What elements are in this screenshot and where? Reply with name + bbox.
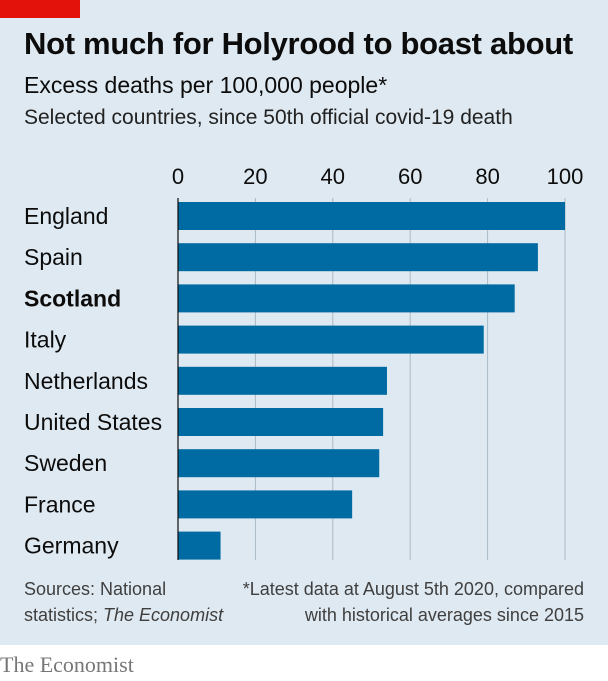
chart-title: Not much for Holyrood to boast about (24, 26, 573, 61)
bar-england (178, 202, 565, 230)
bar-italy (178, 325, 484, 354)
bar-chart: 0 20 40 60 80 100 England Spain Scotland Italy Net… (24, 164, 584, 560)
category-label-italy: Italy (24, 327, 67, 353)
chart-panel: Not much for Holyrood to boast about Exc… (0, 0, 608, 645)
category-label-scotland: Scotland (24, 285, 121, 311)
category-label-france: France (24, 491, 96, 517)
x-tick-label-40: 40 (321, 164, 345, 189)
sources-line-1: Sources: National (24, 579, 167, 599)
category-label-united-states: United States (24, 409, 162, 435)
footnote-line-1: *Latest data at August 5th 2020, compare… (242, 579, 584, 599)
x-tick-label-80: 80 (475, 164, 499, 189)
bar-netherlands (178, 366, 387, 395)
x-tick-label-0: 0 (172, 164, 184, 189)
brand-tag (0, 0, 80, 18)
category-label-netherlands: Netherlands (24, 368, 148, 394)
sources-line-2: statistics; The Economist (24, 602, 223, 628)
bar-spain (178, 243, 538, 272)
sources-line-2-prefix: statistics; (24, 605, 104, 625)
economist-wordmark: The Economist (0, 652, 134, 677)
x-tick-label-60: 60 (398, 164, 422, 189)
chart-subtitle: Excess deaths per 100,000 people* (24, 72, 388, 98)
bar-united-states (178, 408, 384, 436)
footnote: *Latest data at August 5th 2020, compare… (243, 576, 584, 628)
bar-germany (178, 531, 221, 560)
x-tick-label-20: 20 (243, 164, 267, 189)
footnote-line-2: with historical averages since 2015 (304, 605, 584, 625)
bar-scotland (178, 284, 515, 313)
category-label-germany: Germany (24, 533, 119, 559)
category-label-sweden: Sweden (24, 450, 107, 476)
chart-note: Selected countries, since 50th official … (24, 106, 513, 129)
bar-france (178, 490, 353, 519)
bar-sweden (178, 449, 380, 478)
sources-note: Sources: National statistics; The Econom… (24, 576, 223, 628)
sources-line-2-italic: The Economist (103, 605, 224, 625)
category-label-england: England (24, 203, 108, 229)
x-tick-label-100: 100 (547, 164, 584, 189)
category-label-spain: Spain (24, 244, 83, 270)
